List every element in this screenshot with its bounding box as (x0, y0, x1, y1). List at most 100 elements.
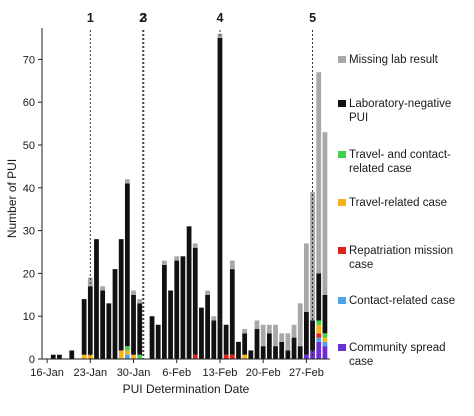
bar-segment (162, 264, 167, 359)
bar-segment (273, 346, 278, 359)
bar-segment (322, 341, 328, 347)
bar-segment (199, 307, 204, 359)
x-tick-label: 30-Jan (117, 367, 151, 379)
bar-segment (186, 226, 192, 359)
bar-segment (297, 346, 303, 359)
legend-label: Community spread case (349, 342, 446, 368)
y-tick-label: 70 (23, 54, 35, 66)
bar-segment (118, 350, 124, 359)
x-tick-label: 13-Feb (203, 367, 238, 379)
legend-swatch (338, 151, 346, 158)
bar-segment (304, 243, 309, 312)
bar-segment (322, 132, 328, 295)
bar-segment (242, 333, 248, 355)
legend-label: Missing lab result (349, 54, 439, 66)
bar-segment (279, 341, 285, 359)
bar-segment (192, 247, 198, 355)
legend-swatch (338, 100, 346, 107)
legend-label: Laboratory-negative PUI (349, 98, 451, 124)
bar-segment (291, 337, 297, 359)
bar-segment (260, 346, 266, 359)
legend-swatch (338, 199, 346, 206)
legend-label-line: Community spread (349, 342, 446, 354)
bar-segment (174, 260, 180, 359)
legend-label-line: case (349, 259, 373, 271)
y-tick-label: 30 (23, 226, 35, 238)
bar-segment (254, 320, 260, 330)
bar-segment (131, 354, 136, 359)
bar-segment (205, 294, 210, 359)
bar-segment (57, 354, 62, 359)
bar-segment (254, 329, 260, 359)
event-marker-label: 2 (139, 11, 146, 25)
x-tick-label: 16-Jan (30, 367, 64, 379)
legend-label: Travel- and contact-related case (349, 149, 451, 175)
bar-segment (316, 333, 322, 338)
legend-label-line: Travel-related case (349, 197, 447, 209)
bar-segment (192, 243, 198, 248)
bar-segment (279, 333, 285, 342)
bar-segment (124, 183, 130, 347)
legend-swatch (338, 247, 346, 254)
legend-label-line: Laboratory-negative (349, 98, 451, 110)
bar-segment (118, 239, 124, 351)
x-tick-label: 27-Feb (289, 367, 324, 379)
bar-segment (124, 179, 130, 184)
bar-segment (124, 350, 130, 355)
bar-segment (242, 329, 248, 334)
legend-label-line: Missing lab result (349, 54, 439, 66)
x-axis-title: PUI Determination Date (123, 382, 250, 396)
event-marker-label: 4 (216, 11, 223, 25)
y-tick-label: 40 (23, 183, 35, 195)
bar-segment (229, 269, 235, 355)
bar-segment (285, 350, 291, 359)
bar-segment (180, 256, 186, 359)
bar-segment (137, 303, 143, 355)
bar-segment (137, 354, 143, 359)
bar-segment (155, 324, 161, 359)
bar-segment (266, 324, 272, 334)
bar-segment (162, 260, 167, 265)
bar-segment (223, 354, 229, 359)
bar-segment (304, 311, 309, 355)
bar-segment (131, 294, 136, 355)
bar-segment (211, 320, 217, 359)
bar-segment (316, 320, 322, 325)
bar-segment (322, 337, 328, 342)
bar-segment (322, 346, 328, 359)
bar-segment (316, 341, 322, 359)
bar-segment (69, 350, 75, 359)
bar-segment (205, 290, 210, 295)
bar-segment (273, 324, 278, 347)
bar-segment (297, 303, 303, 347)
bar-segment (149, 316, 155, 359)
legend-label-line: related case (349, 163, 412, 175)
bar-segment (87, 354, 93, 359)
x-tick-label: 20-Feb (246, 367, 281, 379)
legend-label: Contact-related case (349, 295, 455, 307)
bar-segment (316, 337, 322, 342)
bar-segment (310, 192, 315, 321)
y-tick-label: 0 (29, 354, 35, 366)
legend-label-line: Travel- and contact- (349, 149, 451, 161)
x-tick-label: 23-Jan (73, 367, 107, 379)
bar-segment (229, 354, 235, 359)
bar-segment (223, 324, 229, 355)
bar-segment (168, 290, 173, 359)
bar-segment (322, 294, 328, 334)
bar-segment (100, 290, 106, 359)
bar-segment (322, 333, 328, 338)
legend-swatch (338, 297, 346, 304)
bar-segment (87, 286, 93, 355)
bar-segment (106, 303, 112, 359)
y-tick-label: 10 (23, 311, 35, 323)
bar-segment (229, 260, 235, 270)
bar-segment (192, 354, 198, 359)
legend-label-line: Repatriation mission (349, 245, 453, 257)
bar-segment (285, 333, 291, 351)
y-tick-label: 20 (23, 268, 35, 280)
legend-label-line: case (349, 356, 373, 368)
bar-segment (81, 299, 87, 355)
